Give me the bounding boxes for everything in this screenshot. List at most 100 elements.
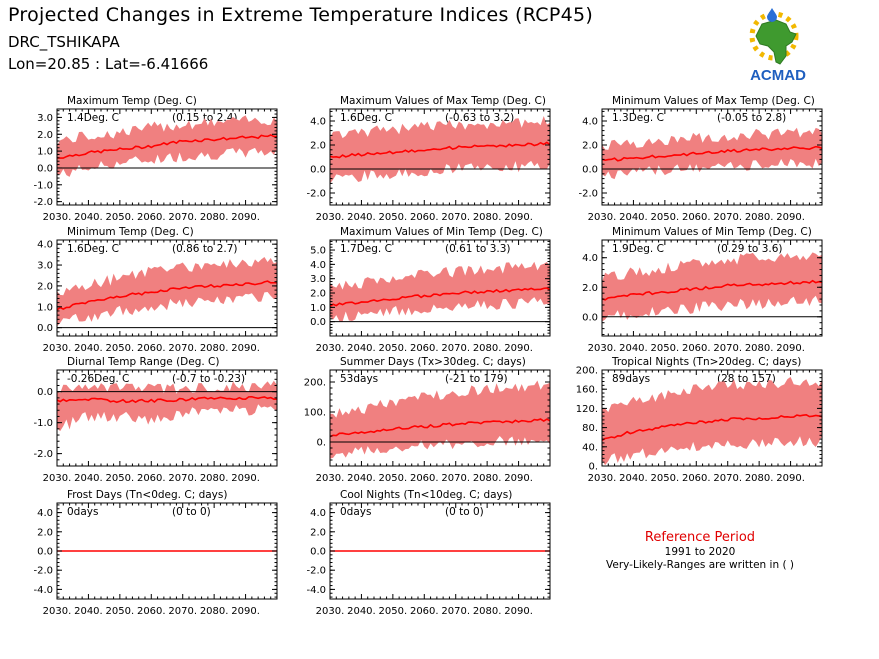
- chart-range: (28 to 157): [717, 373, 776, 385]
- chart-summary: 1.7Deg. C: [340, 243, 392, 255]
- y-tick-label: 4.0: [310, 508, 326, 519]
- x-tick-label: 2050.: [651, 473, 680, 484]
- chart-summary: 89days: [612, 373, 650, 385]
- x-tick-label: 2090.: [776, 343, 805, 354]
- chart-title: Summer Days (Tx>30deg. C; days): [340, 356, 526, 368]
- x-tick-label: 2060.: [137, 212, 166, 223]
- y-tick-label: -2.0: [578, 189, 598, 200]
- chart-summary: -0.26Deg. C: [67, 373, 129, 385]
- y-tick-label: 0.0: [310, 547, 326, 558]
- x-tick-label: 2060.: [682, 343, 711, 354]
- chart-title: Cool Nights (Tn<10deg. C; days): [340, 489, 512, 501]
- x-tick-label: 2060.: [410, 212, 439, 223]
- x-tick-label: 2080.: [473, 212, 502, 223]
- chart-panel: Maximum Values of Max Temp (Deg. C) 1.6De…: [306, 95, 551, 223]
- median-line: [56, 134, 278, 159]
- x-tick-label: 2090.: [504, 343, 533, 354]
- plot-frame: [329, 108, 551, 206]
- very-likely-range-band: [330, 380, 550, 459]
- y-tick-label: 0.0: [37, 547, 53, 558]
- x-tick-label: 2030.: [588, 473, 617, 484]
- x-tick-label: 2050.: [379, 606, 408, 617]
- chart-title: Minimum Values of Min Temp (Deg. C): [612, 226, 812, 238]
- y-tick-label: 40.: [582, 442, 598, 453]
- very-likely-range-band: [330, 261, 550, 322]
- x-tick-label: 2070.: [441, 343, 470, 354]
- x-tick-label: 2080.: [200, 212, 229, 223]
- plot-frame: [601, 369, 823, 467]
- chart-summary: 1.6Deg. C: [340, 112, 392, 124]
- chart-title: Minimum Temp (Deg. C): [67, 226, 194, 238]
- x-tick-label: 2040.: [347, 473, 376, 484]
- very-likely-range-band: [602, 252, 822, 322]
- chart-title: Frost Days (Tn<0deg. C; days): [67, 489, 227, 501]
- x-tick-label: 2040.: [347, 606, 376, 617]
- chart-range: (-0.63 to 3.2): [445, 112, 514, 124]
- x-tick-label: 2040.: [619, 343, 648, 354]
- y-tick-label: 80.: [582, 423, 598, 434]
- chart-title: Maximum Values of Min Temp (Deg. C): [340, 226, 543, 238]
- x-tick-label: 2080.: [200, 606, 229, 617]
- y-tick-label: -2.0: [33, 566, 53, 577]
- x-tick-label: 2060.: [410, 473, 439, 484]
- y-tick-label: 0.0: [310, 165, 326, 176]
- x-tick-label: 2060.: [137, 473, 166, 484]
- y-tick-label: 1.0: [310, 303, 326, 314]
- chart-title: Maximum Temp (Deg. C): [67, 95, 197, 107]
- x-tick-label: 2080.: [473, 343, 502, 354]
- chart-title: Maximum Values of Max Temp (Deg. C): [340, 95, 546, 107]
- x-tick-label: 2070.: [168, 212, 197, 223]
- x-tick-label: 2030.: [316, 343, 345, 354]
- y-tick-label: 1.0: [37, 302, 53, 313]
- plot-frame: [601, 108, 823, 206]
- y-tick-label: 3.0: [37, 261, 53, 272]
- chart-summary: 0days: [67, 506, 98, 518]
- page-title: Projected Changes in Extreme Temperature…: [8, 4, 594, 26]
- reference-period-box: Reference Period 1991 to 2020 Very-Likel…: [560, 530, 840, 571]
- water-drop-icon: [767, 8, 777, 22]
- x-tick-label: 2030.: [588, 343, 617, 354]
- chart-panel: Frost Days (Tn<0deg. C; days) 0days (0 to …: [33, 489, 278, 617]
- x-tick-label: 2070.: [168, 606, 197, 617]
- x-tick-label: 2060.: [137, 606, 166, 617]
- y-tick-label: 2.0: [310, 527, 326, 538]
- y-tick-label: 200.: [304, 378, 326, 389]
- x-tick-label: 2040.: [619, 473, 648, 484]
- x-tick-label: 2090.: [231, 212, 260, 223]
- y-tick-label: 4.0: [37, 508, 53, 519]
- x-tick-label: 2080.: [745, 473, 774, 484]
- median-line: [329, 287, 551, 307]
- sun-rays-icon: [749, 11, 799, 61]
- chart-title: Tropical Nights (Tn>20deg. C; days): [611, 356, 801, 368]
- y-tick-label: 0.0: [37, 387, 53, 398]
- x-tick-label: 2090.: [504, 473, 533, 484]
- x-tick-label: 2050.: [379, 343, 408, 354]
- y-tick-label: -2.0: [33, 449, 53, 460]
- x-tick-label: 2080.: [200, 343, 229, 354]
- y-tick-label: 3.0: [37, 113, 53, 124]
- y-tick-label: 2.0: [37, 527, 53, 538]
- x-tick-label: 2040.: [347, 212, 376, 223]
- chart-summary: 1.9Deg. C: [612, 243, 664, 255]
- x-tick-label: 2050.: [106, 343, 135, 354]
- median-line: [56, 280, 278, 311]
- x-tick-label: 2070.: [168, 343, 197, 354]
- chart-panel: Diurnal Temp Range (Deg. C) -0.26Deg. C (-…: [33, 356, 278, 484]
- x-tick-label: 2040.: [74, 473, 103, 484]
- y-tick-label: -1.0: [33, 418, 53, 429]
- chart-range: (0 to 0): [172, 506, 211, 518]
- chart-range: (0 to 0): [445, 506, 484, 518]
- x-tick-label: 2030.: [316, 606, 345, 617]
- x-tick-label: 2070.: [713, 473, 742, 484]
- chart-title: Minimum Values of Max Temp (Deg. C): [612, 95, 815, 107]
- y-tick-label: 0.0: [37, 163, 53, 174]
- median-line: [56, 395, 278, 404]
- chart-panel: Maximum Values of Min Temp (Deg. C) 1.7De…: [310, 226, 551, 354]
- x-tick-label: 2080.: [200, 473, 229, 484]
- chart-summary: 1.4Deg. C: [67, 112, 119, 124]
- x-tick-label: 2050.: [651, 343, 680, 354]
- chart-panel: Summer Days (Tx>30deg. C; days) 53days (-2…: [304, 356, 551, 484]
- x-tick-label: 2040.: [74, 212, 103, 223]
- y-tick-label: 2.0: [37, 281, 53, 292]
